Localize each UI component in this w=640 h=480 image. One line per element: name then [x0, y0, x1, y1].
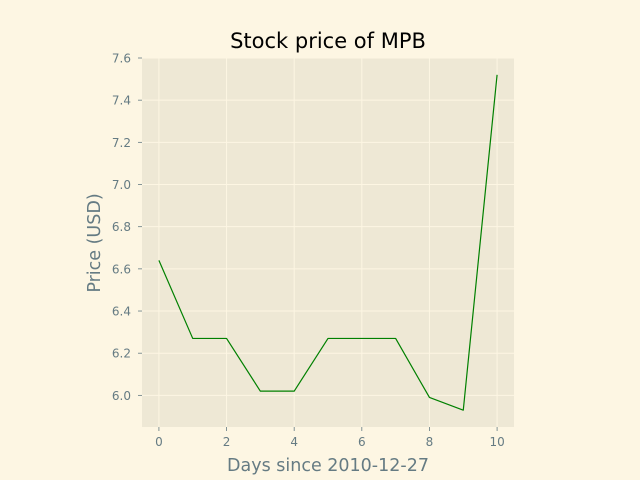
x-tick-label: 0 — [155, 435, 163, 449]
series-line-price — [158, 74, 498, 411]
x-tick-label: 10 — [489, 435, 504, 449]
y-tick-label: 6.4 — [112, 305, 131, 319]
x-tick-label: 6 — [358, 435, 366, 449]
plot-area — [142, 58, 514, 427]
y-tick-label: 6.8 — [112, 220, 131, 234]
x-tick-label: 8 — [426, 435, 434, 449]
y-tick-label: 6.2 — [112, 347, 131, 361]
chart-title: Stock price of MPB — [230, 29, 426, 53]
x-tick-label: 4 — [290, 435, 298, 449]
y-tick-label: 7.4 — [112, 94, 131, 108]
y-tick-label: 7.2 — [112, 136, 131, 150]
x-axis-label: Days since 2010-12-27 — [227, 456, 429, 476]
series-layer — [158, 74, 498, 411]
grid-lines — [142, 57, 514, 427]
x-axis-ticks: 0 2 4 6 8 10 — [155, 427, 505, 449]
y-tick-label: 6.0 — [112, 389, 131, 403]
y-tick-label: 7.0 — [112, 178, 131, 192]
x-tick-label: 2 — [223, 435, 231, 449]
y-axis-label: Price (USD) — [85, 193, 105, 292]
y-tick-label: 7.6 — [112, 52, 131, 66]
y-tick-label: 6.6 — [112, 262, 131, 276]
y-axis-ticks: 6.0 6.2 6.4 6.6 6.8 7.0 7.2 7.4 7.6 — [112, 52, 142, 403]
